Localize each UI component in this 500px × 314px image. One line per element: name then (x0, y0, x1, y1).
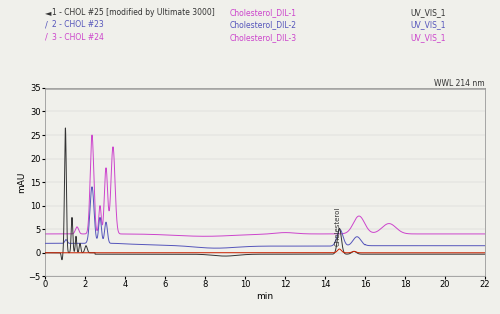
Text: 3 - CHOL #24: 3 - CHOL #24 (52, 33, 104, 42)
Text: Cholesterol: Cholesterol (335, 206, 341, 246)
Text: /: / (45, 20, 48, 30)
Text: ◄: ◄ (45, 8, 52, 17)
Text: 1 - CHOL #25 [modified by Ultimate 3000]: 1 - CHOL #25 [modified by Ultimate 3000] (52, 8, 215, 17)
Text: /: / (45, 33, 48, 42)
Text: 2 - CHOL #23: 2 - CHOL #23 (52, 20, 104, 30)
X-axis label: min: min (256, 292, 274, 301)
Text: UV_VIS_1: UV_VIS_1 (410, 20, 446, 30)
Text: WWL 214 nm: WWL 214 nm (434, 78, 485, 88)
Text: UV_VIS_1: UV_VIS_1 (410, 33, 446, 42)
Text: Cholesterol_DIL-1: Cholesterol_DIL-1 (230, 8, 297, 17)
Text: Cholesterol_DIL-2: Cholesterol_DIL-2 (230, 20, 297, 30)
Y-axis label: mAU: mAU (17, 171, 26, 193)
Text: UV_VIS_1: UV_VIS_1 (410, 8, 446, 17)
Text: Cholesterol_DIL-3: Cholesterol_DIL-3 (230, 33, 297, 42)
